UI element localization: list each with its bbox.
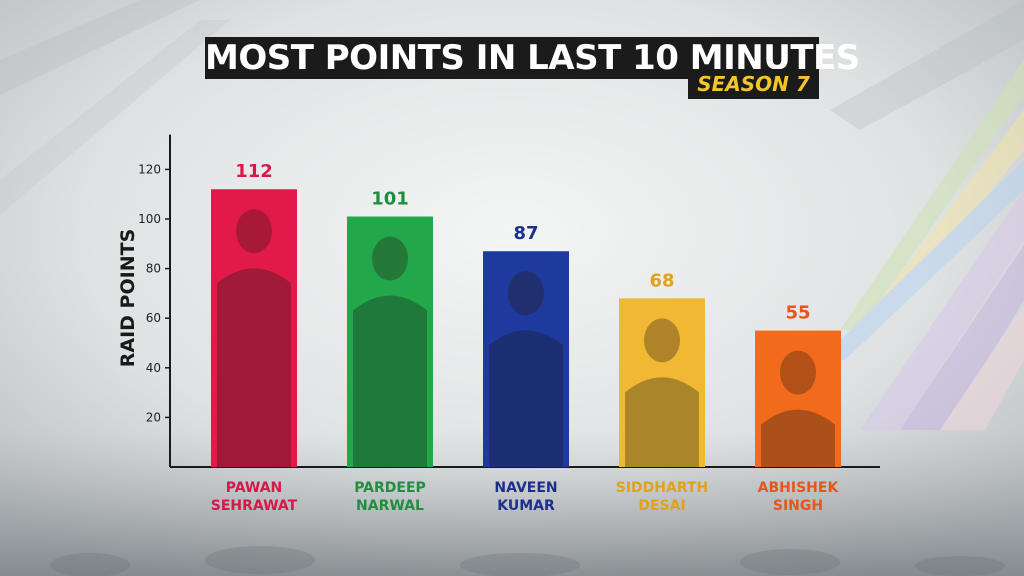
- category-label-line1: NAVEEN: [494, 480, 557, 496]
- value-label: 87: [513, 223, 538, 244]
- category-label-line2: KUMAR: [497, 498, 555, 514]
- category-label-line1: PARDEEP: [354, 480, 426, 496]
- y-axis-title: RAID POINTS: [117, 229, 139, 367]
- player-photo: [625, 318, 699, 467]
- bar: [619, 298, 705, 467]
- y-tick-label: 20: [146, 410, 161, 424]
- chart-subtitle: SEASON 7: [688, 69, 819, 99]
- chart-bars: [211, 189, 841, 468]
- y-tick-label: 100: [138, 212, 161, 226]
- y-tick-label: 120: [138, 162, 161, 176]
- bar: [211, 189, 297, 468]
- category-label-line1: SIDDHARTH: [616, 480, 709, 496]
- value-label: 112: [235, 161, 273, 182]
- category-label-line2: SINGH: [773, 498, 823, 514]
- player-photo: [217, 209, 291, 467]
- category-label-line2: DESAI: [638, 498, 685, 514]
- y-tick-label: 40: [146, 361, 161, 375]
- player-photo: [761, 350, 835, 467]
- category-label-line1: PAWAN: [226, 480, 283, 496]
- player-photo: [353, 236, 427, 467]
- value-label: 101: [371, 189, 409, 210]
- player-photo: [489, 271, 563, 467]
- category-label-line1: ABHISHEK: [758, 480, 840, 496]
- y-tick-label: 60: [146, 311, 161, 325]
- y-tick-label: 80: [146, 262, 161, 276]
- value-label: 55: [785, 303, 810, 324]
- category-label-line2: NARWAL: [356, 498, 424, 514]
- bar: [347, 216, 433, 467]
- bar: [755, 330, 841, 467]
- chart-labels: 112 PAWAN SEHRAWAT 101 PARDEEP NARWAL 87 NAVEEN…: [211, 161, 840, 514]
- bar: [483, 251, 569, 467]
- category-label-line2: SEHRAWAT: [211, 498, 298, 514]
- value-label: 68: [649, 270, 674, 291]
